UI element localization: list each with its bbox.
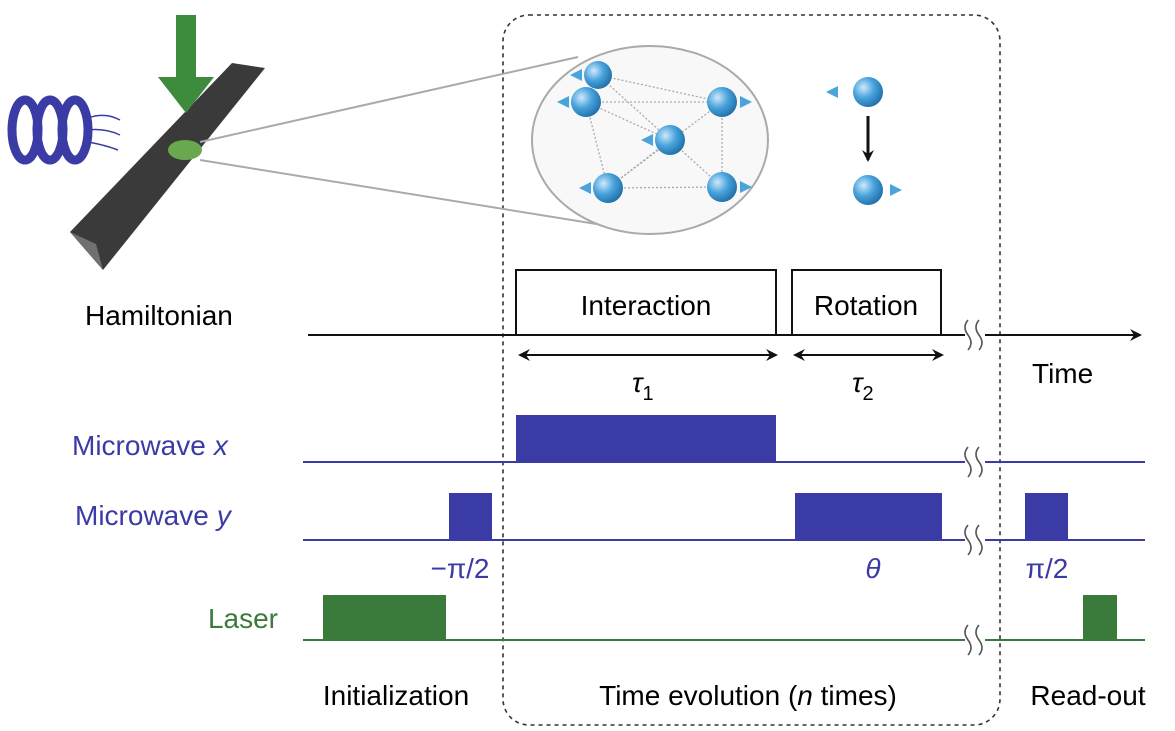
pulse [1083,595,1117,640]
block-label: Interaction [581,290,712,321]
pulse-label: π/2 [1026,553,1069,584]
pulse [795,493,942,540]
channel-label: Laser [208,603,278,634]
axis-label: Time [1032,358,1093,389]
duration-label: τ2 [852,367,874,405]
spin-cluster [532,46,902,234]
row-label: Hamiltonian [85,300,233,331]
pulse-label: −π/2 [430,553,489,584]
phase-label: Initialization [323,680,469,711]
phase-label: Read-out [1030,680,1145,711]
block-label: Rotation [814,290,918,321]
pulse-label: θ [865,553,880,584]
phase-label: Time evolution (n times) [599,680,897,711]
pulse [449,493,492,540]
pulse [1025,493,1068,540]
pulse [323,595,446,640]
diagram: Hamiltonian Interaction Rotation τ1 τ2 T… [0,0,1175,731]
pulse [516,415,776,462]
break-marks [965,320,982,655]
sample-illustration [12,15,615,270]
duration-label: τ1 [632,367,654,405]
